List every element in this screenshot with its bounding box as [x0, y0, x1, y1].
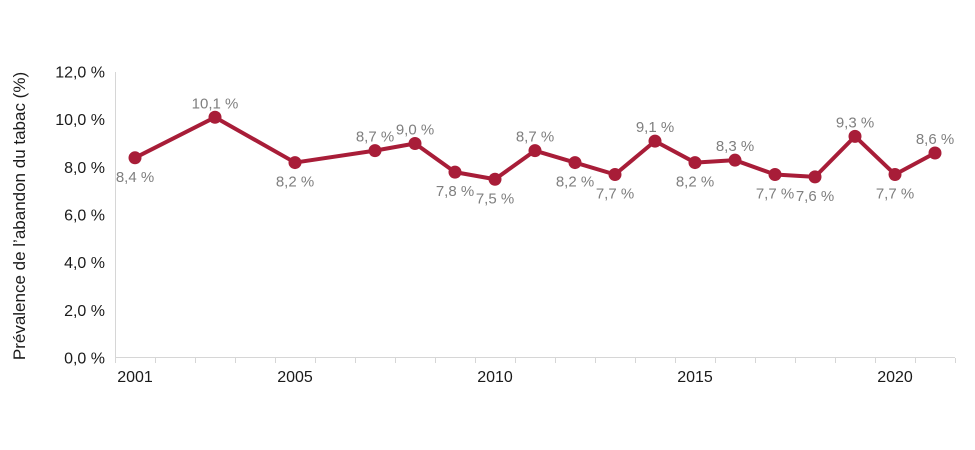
data-point-labels: 8,4 %10,1 %8,2 %8,7 % 9,0 %7,8 % 7,5 %8,7 … — [116, 95, 954, 207]
y-axis-tick-label: 10,0 % — [55, 112, 105, 129]
data-point-marker — [648, 134, 662, 148]
data-point-marker — [688, 156, 702, 170]
data-point-label: 7,5 % — [476, 190, 514, 207]
data-point-label: 9,1 % — [636, 119, 674, 136]
y-axis-tick-label: 2,0 % — [64, 303, 105, 320]
data-point-label: 9,0 % — [396, 122, 434, 139]
data-point-label: 8,3 % — [716, 138, 754, 155]
x-axis-tick-label: 2015 — [677, 369, 713, 386]
y-axis-title: Prévalence de l’abandon du tabac (%) — [10, 72, 29, 360]
data-point-label: 7,6 % — [796, 188, 834, 205]
data-point-label: 7,7 % — [756, 185, 794, 202]
y-axis-tick-label: 6,0 % — [64, 208, 105, 225]
series-line-group — [128, 110, 942, 186]
data-point-marker — [888, 167, 902, 181]
x-axis-tick-labels: 2001 2005 2010 2015 2020 — [117, 369, 913, 386]
data-point-label: 7,8 % — [436, 183, 474, 200]
x-axis-tick-label: 2020 — [877, 369, 913, 386]
data-point-label: 8,7 % — [356, 129, 394, 146]
data-point-label: 7,7 % — [876, 185, 914, 202]
data-point-marker — [128, 151, 142, 165]
data-point-label: 8,4 % — [116, 169, 154, 186]
data-point-label: 8,7 % — [516, 129, 554, 146]
data-point-marker — [408, 137, 422, 150]
data-point-marker — [528, 144, 542, 158]
trend-line — [133, 115, 937, 182]
y-axis-tick-labels: 0,0 % 2,0 % 4,0 % 6,0 % 8,0 % 10,0 % 12,0 % — [55, 65, 105, 368]
data-point-marker — [488, 172, 502, 186]
data-point-marker — [928, 146, 942, 160]
data-point-marker — [608, 167, 622, 181]
x-axis-tick-label: 2001 — [117, 369, 153, 386]
x-axis-tick-label: 2010 — [477, 369, 513, 386]
data-point-label: 8,2 % — [276, 174, 314, 191]
data-point-marker — [848, 129, 862, 143]
x-axis-tick-label: 2005 — [277, 369, 313, 386]
data-point-marker — [568, 156, 582, 170]
axes — [115, 72, 956, 363]
data-point-marker — [728, 153, 742, 167]
data-point-label: 8,2 % — [676, 174, 714, 191]
data-point-label: 7,7 % — [596, 185, 634, 202]
data-point-label: 8,2 % — [556, 174, 594, 191]
y-axis-tick-label: 12,0 % — [55, 65, 105, 82]
data-point-marker — [368, 144, 382, 158]
y-axis-tick-label: 8,0 % — [64, 160, 105, 177]
data-point-marker — [208, 110, 222, 124]
data-point-marker — [288, 156, 302, 170]
data-point-marker — [448, 165, 462, 179]
data-point-label: 8,6 % — [916, 131, 954, 148]
data-point-marker — [768, 167, 782, 181]
data-point-label: 10,1 % — [192, 95, 239, 112]
data-point-marker — [808, 170, 822, 184]
data-point-label: 9,3 % — [836, 114, 874, 131]
y-axis-tick-label: 0,0 % — [64, 351, 105, 368]
y-axis-tick-label: 4,0 % — [64, 255, 105, 272]
